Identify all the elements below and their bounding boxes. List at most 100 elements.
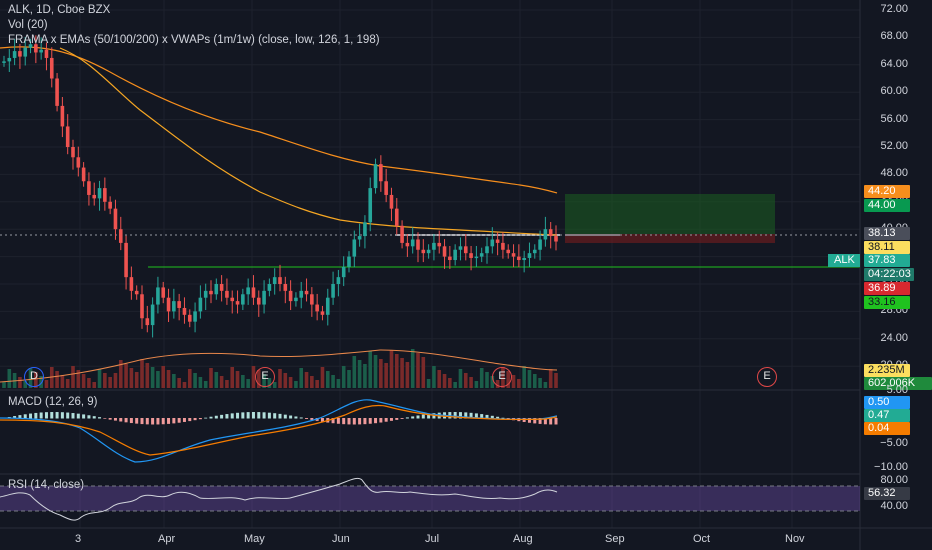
volume-bar (315, 380, 319, 388)
candle-body (7, 57, 12, 62)
volume-bar (490, 376, 495, 388)
macd-hist-bar (161, 418, 165, 425)
earnings-marker[interactable]: E (255, 367, 275, 387)
volume-bar (2, 382, 6, 388)
price-axis-tick: 68.00 (880, 30, 908, 43)
candle-body (474, 256, 479, 259)
x-label: Oct (693, 533, 711, 545)
candle-body (501, 242, 505, 250)
price-axis-tick: 48.00 (880, 167, 908, 180)
rsi-legend[interactable]: RSI (14, close) (8, 479, 85, 491)
candle-body (23, 47, 28, 57)
earnings-marker[interactable]: E (492, 367, 512, 387)
macd-hist-bar (188, 418, 192, 422)
volume-bar (394, 354, 399, 388)
candle-body (548, 229, 553, 237)
volume-bar (7, 369, 12, 388)
macd-hist-bar (458, 412, 462, 419)
candle-body (219, 284, 224, 291)
candle-body (363, 222, 367, 237)
entry-price-tag: 38.13 (864, 227, 910, 240)
earnings-marker[interactable]: E (757, 367, 777, 387)
dividend-marker[interactable]: D (24, 367, 44, 387)
volume-bar (341, 366, 346, 388)
candle-body (538, 239, 542, 250)
rsi-tick: 40.00 (880, 500, 908, 512)
macd-hist-bar (167, 418, 171, 424)
volume-legend[interactable]: Vol (20) (8, 19, 48, 31)
macd-hist-bar (549, 418, 553, 425)
volume-bar (458, 369, 463, 388)
price-axis-tick: 64.00 (880, 57, 908, 70)
volume-bar (511, 375, 516, 388)
volume-bar (368, 351, 373, 388)
volume-bar (554, 373, 558, 388)
macd-hist-bar (193, 418, 197, 421)
volume-bar (363, 364, 367, 388)
volume-bar (124, 364, 128, 388)
volume-bar (357, 360, 362, 388)
volume-bar (71, 366, 75, 388)
candle-body (150, 304, 155, 326)
macd-hist-bar (257, 412, 261, 419)
candle-body (299, 290, 304, 298)
volume-bar (241, 375, 245, 388)
macd-hist-bar (220, 414, 224, 419)
candle-body (278, 277, 282, 284)
symbol-badge: ALK (828, 254, 860, 267)
volume-bar (65, 379, 70, 388)
macd-hist-bar (400, 418, 404, 419)
volume-bar (97, 369, 102, 388)
macd-hist-bar (411, 416, 415, 419)
x-label: Jun (332, 533, 350, 545)
candle-body (379, 164, 383, 182)
macd-hist-bar (87, 415, 91, 419)
macd-hist-bar (92, 416, 96, 419)
macd-hist-bar (527, 418, 531, 423)
volume-bar (283, 373, 288, 388)
candle-body (2, 61, 6, 63)
indicator-legend[interactable]: FRAMA x EMAs (50/100/200) x VWAPs (1m/1w… (8, 34, 380, 46)
volume-bar (389, 350, 394, 388)
symbol-legend[interactable]: ALK, 1D, Cboe BZX (8, 4, 111, 16)
candle-body (485, 246, 489, 254)
candle-body (172, 301, 176, 312)
volume-bar (347, 370, 351, 388)
volume-bar (522, 366, 526, 388)
candle-body (304, 290, 309, 295)
volume-bar (182, 382, 187, 388)
macd-hist-bar (543, 418, 547, 425)
volume-bar (400, 358, 404, 388)
candle-body (320, 311, 325, 315)
macd-hist-bar (533, 418, 537, 424)
macd-hist-bar (368, 418, 372, 424)
candle-body (352, 239, 357, 257)
macd-legend[interactable]: MACD (12, 26, 9) (8, 396, 98, 408)
volume-bar (18, 377, 22, 388)
macd-hist-bar (113, 418, 117, 421)
volume-ma-tag: 2.235M (864, 364, 910, 377)
volume-bar (543, 382, 548, 388)
macd-hist-bar (267, 412, 271, 419)
macd-hist-bar (294, 416, 298, 419)
volume-bar (469, 377, 473, 388)
macd-value-tag: 0.50 (864, 396, 910, 409)
volume-bar (145, 363, 150, 388)
volume-bar (103, 373, 107, 388)
macd-hist-bar (480, 414, 484, 419)
candle-body (12, 51, 17, 58)
rsi-line (0, 477, 558, 521)
macd-hist-bar (103, 418, 107, 419)
volume-bar (187, 369, 192, 388)
volume-bar (442, 374, 447, 388)
candle-body (368, 188, 373, 223)
profit-zone-box[interactable] (565, 194, 775, 234)
rsi-band (0, 486, 860, 511)
candle-body (511, 253, 516, 257)
candle-body (426, 249, 431, 254)
x-label: May (244, 533, 265, 545)
stop-zone-box[interactable] (565, 234, 775, 243)
volume-bar (410, 349, 415, 388)
volume-bar (288, 377, 293, 388)
